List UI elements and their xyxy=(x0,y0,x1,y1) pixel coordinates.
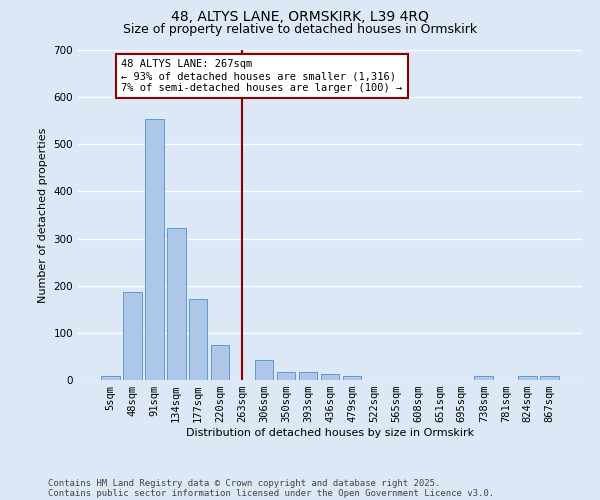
Bar xyxy=(255,360,274,380)
Text: Contains HM Land Registry data © Crown copyright and database right 2025.: Contains HM Land Registry data © Crown c… xyxy=(48,478,440,488)
Bar xyxy=(167,228,185,380)
Bar xyxy=(541,376,559,380)
Bar xyxy=(299,372,317,380)
Bar xyxy=(475,376,493,380)
Bar xyxy=(189,299,208,380)
Y-axis label: Number of detached properties: Number of detached properties xyxy=(38,128,48,302)
Bar xyxy=(518,376,537,380)
Bar xyxy=(343,376,361,380)
Text: 48, ALTYS LANE, ORMSKIRK, L39 4RQ: 48, ALTYS LANE, ORMSKIRK, L39 4RQ xyxy=(171,10,429,24)
Text: Size of property relative to detached houses in Ormskirk: Size of property relative to detached ho… xyxy=(123,22,477,36)
Bar xyxy=(145,120,164,380)
Bar xyxy=(320,374,340,380)
X-axis label: Distribution of detached houses by size in Ormskirk: Distribution of detached houses by size … xyxy=(186,428,474,438)
Bar xyxy=(211,344,229,380)
Bar xyxy=(101,376,119,380)
Text: 48 ALTYS LANE: 267sqm
← 93% of detached houses are smaller (1,316)
7% of semi-de: 48 ALTYS LANE: 267sqm ← 93% of detached … xyxy=(121,60,403,92)
Bar xyxy=(277,372,295,380)
Bar xyxy=(123,292,142,380)
Text: Contains public sector information licensed under the Open Government Licence v3: Contains public sector information licen… xyxy=(48,488,494,498)
